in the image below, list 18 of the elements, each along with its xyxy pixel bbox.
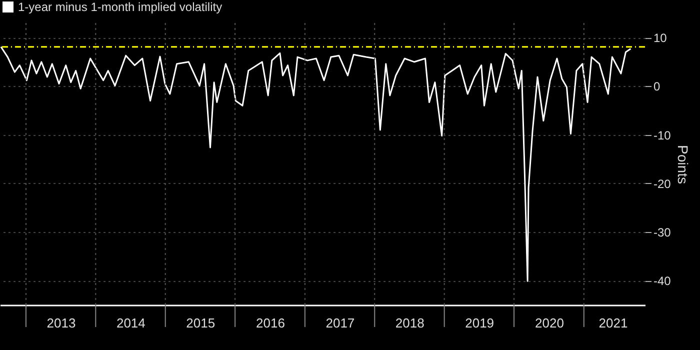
x-tick-label: 2021 bbox=[598, 316, 628, 330]
x-tick-label: 2013 bbox=[46, 316, 76, 330]
x-tick-label: 2019 bbox=[465, 316, 494, 330]
x-tick-label: 2018 bbox=[395, 316, 424, 330]
y-tick-label: -40 bbox=[654, 274, 672, 288]
x-tick-label: 2017 bbox=[326, 316, 355, 330]
x-tick-label: 2020 bbox=[534, 316, 564, 330]
legend-label: 1-year minus 1-month implied volatility bbox=[18, 0, 222, 14]
y-tick-label: -30 bbox=[654, 226, 672, 240]
x-tick-label: 2016 bbox=[256, 316, 285, 330]
y-tick-label: -20 bbox=[654, 176, 672, 191]
y-tick-label: 0 bbox=[654, 80, 660, 94]
x-tick-label: 2014 bbox=[116, 316, 146, 330]
y-tick-label: -10 bbox=[654, 128, 672, 142]
y-tick-label: 10 bbox=[654, 31, 668, 46]
y-axis-title: Points bbox=[674, 145, 691, 184]
line-series bbox=[0, 46, 632, 282]
x-tick-label: 2015 bbox=[186, 316, 216, 330]
